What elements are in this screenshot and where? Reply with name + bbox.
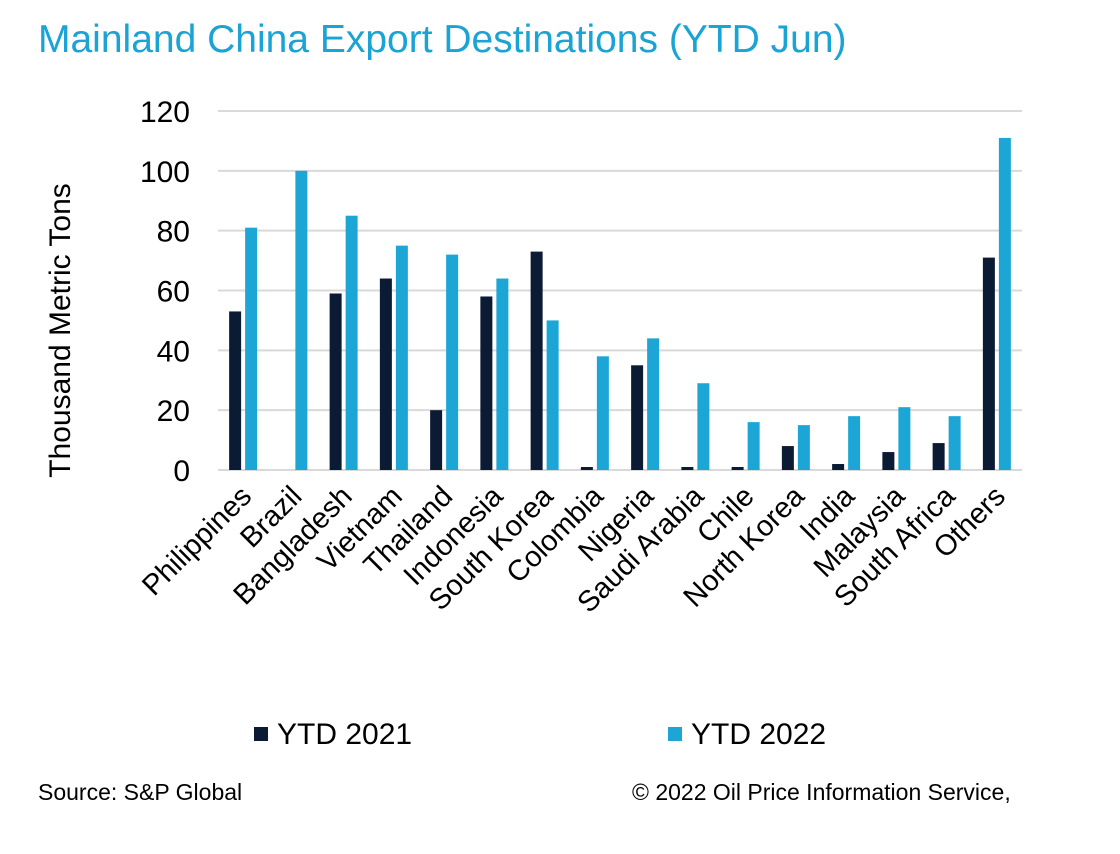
y-tick-label: 40 <box>157 335 190 368</box>
bar-2022 <box>998 137 1011 471</box>
bar-2022 <box>245 227 258 470</box>
legend-swatch <box>668 727 682 741</box>
bar-2021 <box>731 467 744 470</box>
y-tick-label: 0 <box>173 455 190 488</box>
bar-2021 <box>932 443 945 470</box>
bar-2021 <box>832 464 845 470</box>
bar-2022 <box>848 416 861 470</box>
bar-2021 <box>229 311 242 470</box>
y-tick-label: 100 <box>140 156 190 189</box>
bar-2021 <box>982 257 995 470</box>
bar-2022 <box>747 422 760 470</box>
bar-2021 <box>480 296 493 470</box>
bar-2022 <box>496 278 509 470</box>
bar-2022 <box>948 416 961 470</box>
bar-2022 <box>546 320 559 470</box>
bar-2022 <box>898 407 911 470</box>
chart-title: Mainland China Export Destinations (YTD … <box>38 18 847 61</box>
bar-2021 <box>781 446 794 470</box>
bar-2022 <box>596 356 609 470</box>
legend-swatch <box>254 727 268 741</box>
bar-2021 <box>580 467 593 470</box>
bar-2022 <box>697 383 710 470</box>
bar-2021 <box>329 293 342 470</box>
bar-2021 <box>430 410 443 470</box>
bar-2021 <box>681 467 694 470</box>
bar-2022 <box>345 215 358 470</box>
y-tick-label: 20 <box>157 395 190 428</box>
bar-2022 <box>395 245 408 470</box>
bar-2022 <box>647 338 660 470</box>
legend-label: YTD 2021 <box>277 718 412 751</box>
y-tick-label: 80 <box>157 216 190 249</box>
bar-2022 <box>797 425 810 470</box>
y-axis-title: Thousand Metric Tons <box>44 183 77 478</box>
copyright-note: © 2022 Oil Price Information Service, <box>632 779 1011 805</box>
bar-2021 <box>882 452 895 470</box>
bar-2022 <box>295 170 308 471</box>
source-note: Source: S&P Global <box>38 779 243 805</box>
bar-2021 <box>631 365 644 470</box>
bar-2022 <box>446 254 459 470</box>
legend-label: YTD 2022 <box>691 718 826 751</box>
y-tick-label: 120 <box>140 96 190 129</box>
bar-2021 <box>379 278 392 470</box>
y-tick-label: 60 <box>157 276 190 309</box>
bar-2021 <box>530 251 543 470</box>
